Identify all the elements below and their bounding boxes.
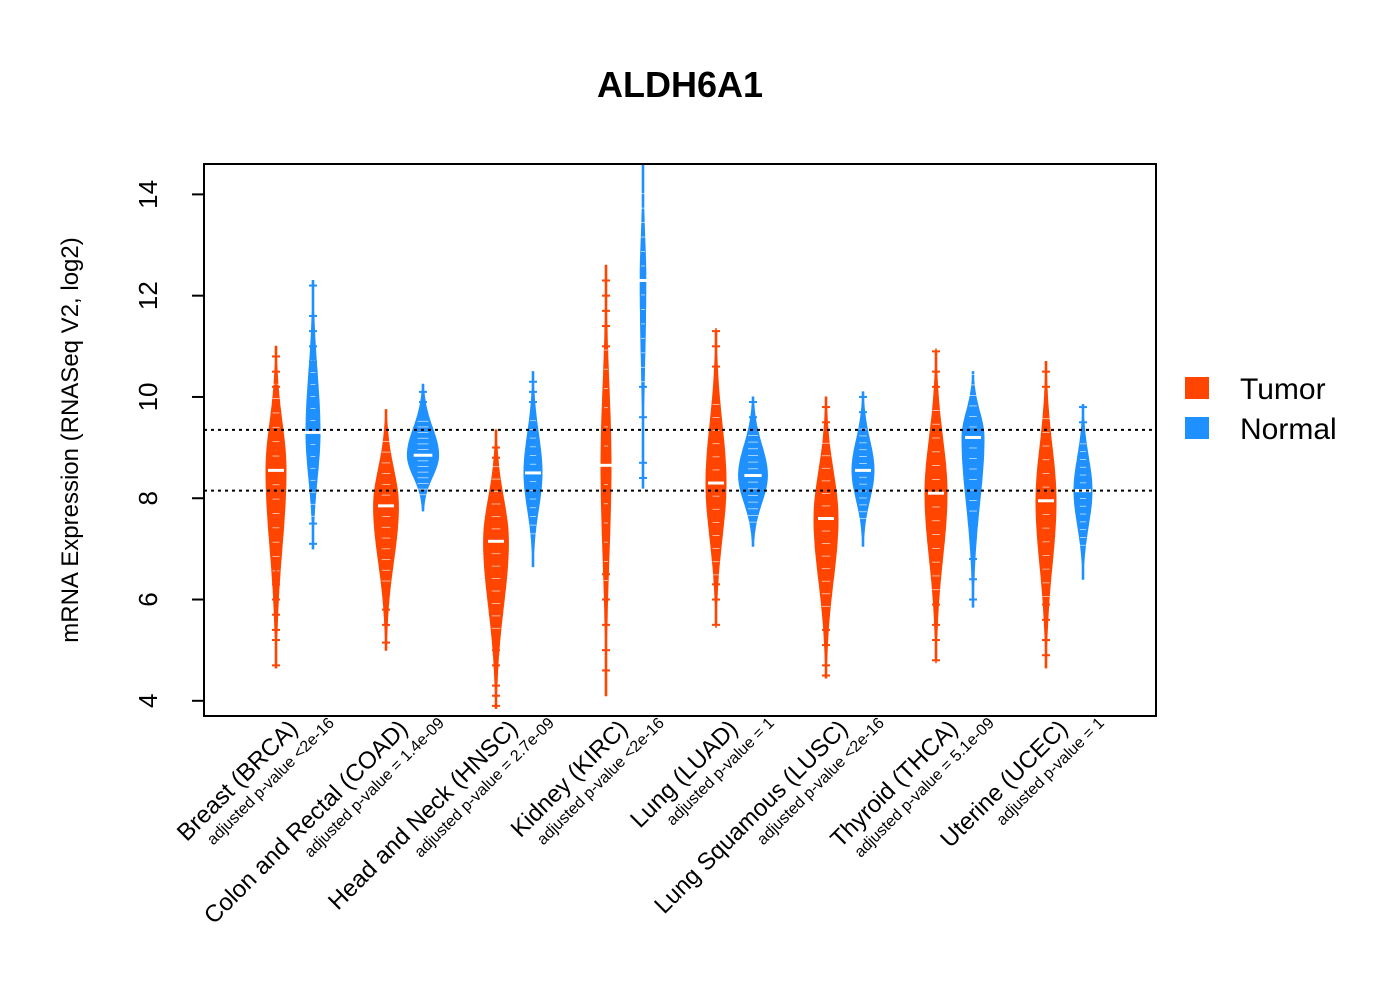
legend-label-normal: Normal bbox=[1240, 413, 1337, 446]
violin-tumor-8 bbox=[1035, 361, 1057, 669]
y-axis-label: mRNA Expression (RNASeq V2, log2) bbox=[57, 237, 84, 643]
violin-normal-5 bbox=[738, 396, 768, 547]
y-tick-label-6: 6 bbox=[133, 592, 163, 606]
violin-normal-2-body bbox=[406, 383, 440, 512]
legend-label-tumor: Tumor bbox=[1240, 373, 1326, 406]
chart-title: ALDH6A1 bbox=[597, 64, 763, 105]
legend-swatch-normal bbox=[1185, 417, 1209, 439]
violin-tumor-3-body bbox=[483, 429, 509, 709]
y-tick-label-10: 10 bbox=[133, 382, 163, 411]
violin-normal-1 bbox=[305, 280, 321, 550]
violin-tumor-3 bbox=[483, 429, 509, 709]
violin-normal-3 bbox=[523, 371, 543, 568]
legend: Tumor Normal bbox=[1185, 373, 1337, 446]
violin-normal-6 bbox=[851, 391, 875, 547]
violin-tumor-2-body bbox=[373, 409, 399, 651]
violin-layer bbox=[265, 163, 1093, 709]
y-tick-label-12: 12 bbox=[133, 281, 163, 310]
y-tick-label-4: 4 bbox=[133, 694, 163, 708]
violin-tumor-6 bbox=[813, 396, 839, 679]
violin-tumor-4-body bbox=[600, 264, 612, 697]
violin-normal-3-body bbox=[523, 371, 543, 568]
y-tick-label-8: 8 bbox=[133, 491, 163, 505]
violin-tumor-6-body bbox=[813, 396, 839, 679]
violin-tumor-5 bbox=[705, 328, 727, 628]
violin-tumor-7 bbox=[924, 348, 948, 664]
violin-normal-5-body bbox=[738, 396, 768, 547]
plot-frame bbox=[203, 163, 1157, 717]
y-tick-label-14: 14 bbox=[133, 180, 163, 209]
violin-tumor-2 bbox=[373, 409, 399, 651]
violin-normal-1-body bbox=[305, 280, 321, 550]
legend-swatch-tumor bbox=[1185, 377, 1209, 399]
y-axis: 4 6 8 10 12 14 bbox=[133, 180, 204, 708]
reference-lines bbox=[204, 428, 1156, 492]
violin-tumor-1 bbox=[265, 345, 287, 669]
violin-normal-4 bbox=[635, 163, 651, 489]
violin-tumor-1-body bbox=[265, 345, 287, 669]
violin-tumor-4 bbox=[598, 264, 614, 697]
